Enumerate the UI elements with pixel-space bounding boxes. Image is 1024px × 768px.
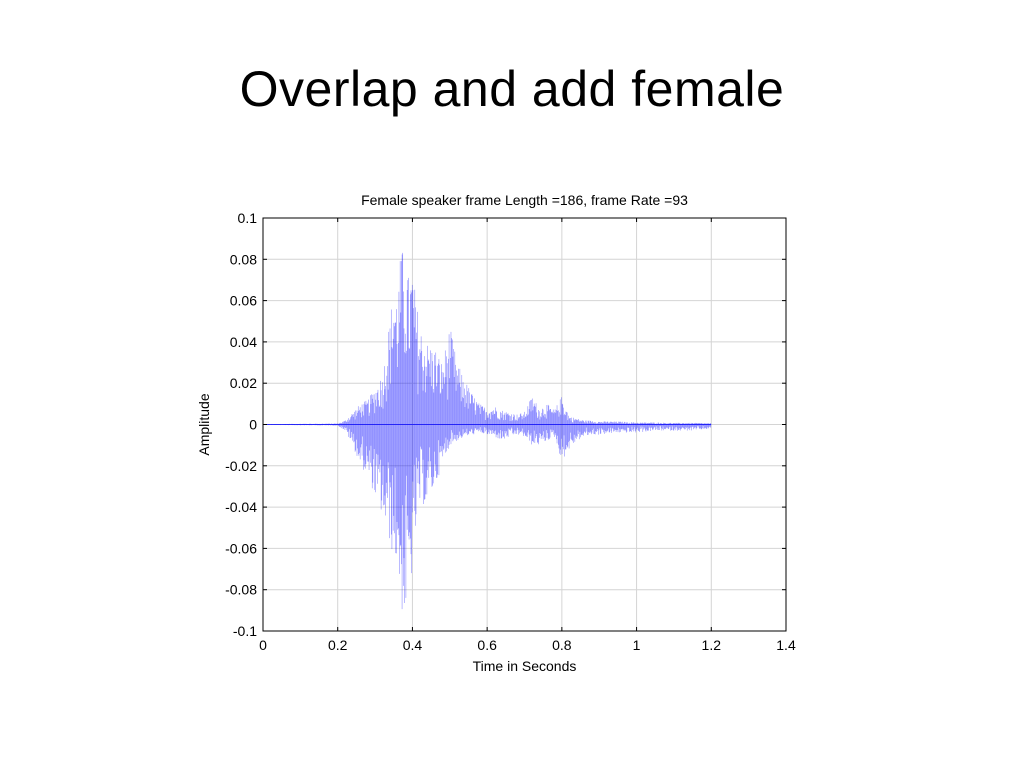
y-tick-label: -0.06 (225, 540, 257, 556)
x-tick-label: 1 (633, 637, 641, 653)
x-tick-label: 1.4 (776, 637, 796, 653)
waveform-series (262, 252, 712, 610)
chart-title: Female speaker frame Length =186, frame … (361, 192, 688, 208)
y-tick-label: 0.06 (230, 293, 257, 309)
y-tick-label: 0.02 (230, 375, 257, 391)
y-tick-label: -0.04 (225, 499, 257, 515)
y-tick-label: 0 (249, 417, 257, 433)
x-tick-label: 0.4 (403, 637, 423, 653)
y-tick-label: 0.08 (230, 251, 257, 267)
x-tick-label: 1.2 (702, 637, 722, 653)
x-axis-label: Time in Seconds (473, 658, 577, 674)
y-tick-label: -0.1 (233, 623, 257, 639)
y-tick-label: -0.08 (225, 582, 257, 598)
y-axis-label: Amplitude (196, 393, 212, 455)
y-tick-label: 0.04 (230, 334, 257, 350)
y-tick-label: -0.02 (225, 458, 257, 474)
x-tick-label: 0.8 (552, 637, 572, 653)
x-tick-label: 0.2 (328, 637, 348, 653)
slide-title: Overlap and add female (239, 61, 785, 117)
x-tick-label: 0 (259, 637, 267, 653)
axis-ticks: 0 0.2 0.4 0.6 0.8 1 1.2 1.4 0.1 0.08 0.06 0.04 0.02 0… (225, 210, 796, 653)
y-tick-label: 0.1 (238, 210, 258, 226)
x-tick-label: 0.6 (477, 637, 497, 653)
